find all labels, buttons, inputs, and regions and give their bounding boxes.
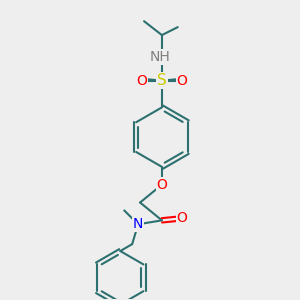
Text: S: S [157,73,167,88]
Text: N: N [133,217,143,231]
Text: NH: NH [149,50,170,64]
Text: O: O [176,74,187,88]
Text: O: O [136,74,148,88]
Text: O: O [157,178,167,192]
Text: O: O [176,212,187,225]
